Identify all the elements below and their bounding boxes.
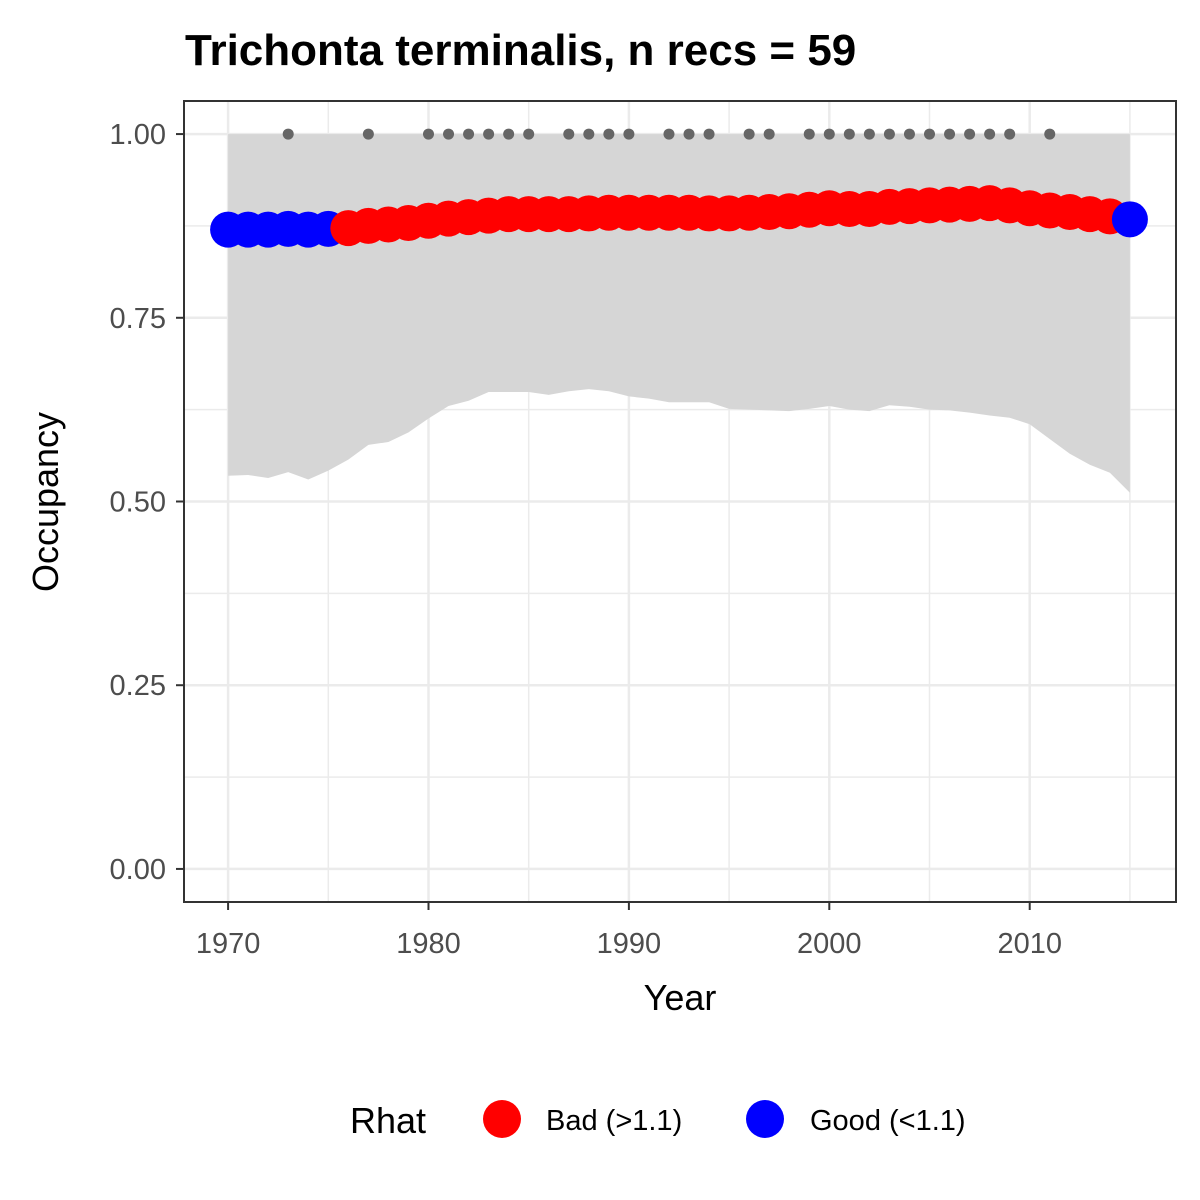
record-point xyxy=(422,128,434,140)
occupancy-points-layer xyxy=(210,185,1148,248)
record-point xyxy=(503,128,515,140)
record-point xyxy=(883,128,895,140)
record-point xyxy=(663,128,675,140)
record-point xyxy=(903,128,915,140)
chart-title: Trichonta terminalis, n recs = 59 xyxy=(185,26,856,75)
x-tick-label: 1970 xyxy=(196,928,261,960)
record-point xyxy=(743,128,755,140)
legend-key-good xyxy=(746,1100,784,1138)
record-point xyxy=(1044,128,1056,140)
record-point xyxy=(523,128,535,140)
axes: 1970 1980 1990 2000 2010 0.00 0.25 0.50 0.75 1.00 xyxy=(110,119,1062,960)
x-tick-label: 2000 xyxy=(797,928,862,960)
record-point xyxy=(703,128,715,140)
record-point xyxy=(964,128,976,140)
record-point xyxy=(282,128,294,140)
occupancy-point xyxy=(1111,201,1148,238)
record-point xyxy=(944,128,956,140)
x-axis-title: Year xyxy=(644,977,717,1018)
record-point xyxy=(443,128,455,140)
record-point xyxy=(863,128,875,140)
y-tick-label: 0.50 xyxy=(110,487,166,519)
x-tick-label: 1990 xyxy=(597,928,662,960)
record-point xyxy=(1004,128,1016,140)
record-point xyxy=(984,128,996,140)
record-point xyxy=(683,128,695,140)
y-tick-label: 0.00 xyxy=(110,854,166,886)
record-point xyxy=(843,128,855,140)
record-point xyxy=(924,128,936,140)
y-axis-title: Occupancy xyxy=(25,412,66,592)
legend: Rhat Bad (>1.1) Good (<1.1) xyxy=(350,1100,966,1141)
record-point xyxy=(483,128,495,140)
record-point xyxy=(763,128,775,140)
record-point xyxy=(803,128,815,140)
legend-label-bad: Bad (>1.1) xyxy=(546,1105,682,1137)
legend-title: Rhat xyxy=(350,1100,426,1141)
record-points-layer xyxy=(282,128,1056,140)
record-point xyxy=(583,128,595,140)
record-point xyxy=(362,128,374,140)
legend-key-bad xyxy=(483,1100,521,1138)
record-point xyxy=(623,128,635,140)
x-tick-label: 1980 xyxy=(396,928,461,960)
record-point xyxy=(823,128,835,140)
record-point xyxy=(463,128,475,140)
y-tick-label: 0.75 xyxy=(110,303,166,335)
y-tick-label: 1.00 xyxy=(110,119,166,151)
record-point xyxy=(603,128,615,140)
legend-label-good: Good (<1.1) xyxy=(810,1105,966,1137)
x-tick-label: 2010 xyxy=(997,928,1062,960)
y-tick-label: 0.25 xyxy=(110,670,166,702)
record-point xyxy=(563,128,575,140)
